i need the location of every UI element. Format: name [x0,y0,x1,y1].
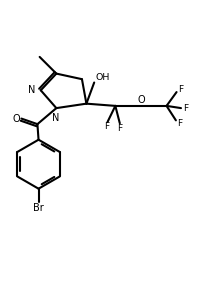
Text: F: F [117,124,122,133]
Text: F: F [177,119,183,128]
Text: F: F [183,104,188,113]
Text: OH: OH [95,73,110,82]
Text: Br: Br [33,203,44,213]
Text: N: N [52,113,59,123]
Text: O: O [13,113,20,124]
Text: O: O [137,95,145,105]
Text: F: F [178,85,183,94]
Text: N: N [28,85,36,95]
Text: F: F [104,122,109,131]
